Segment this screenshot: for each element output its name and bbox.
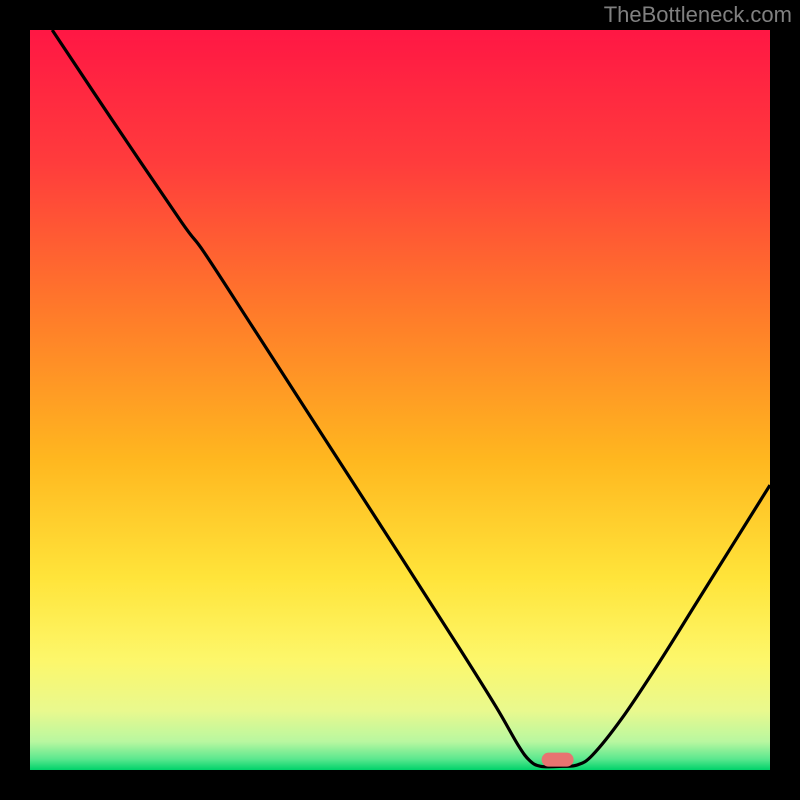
chart-plot-area [30,30,770,770]
bottleneck-chart: TheBottleneck.com [0,0,800,800]
chart-svg [0,0,800,800]
optimal-point-marker [542,753,574,767]
attribution-label: TheBottleneck.com [604,2,792,28]
